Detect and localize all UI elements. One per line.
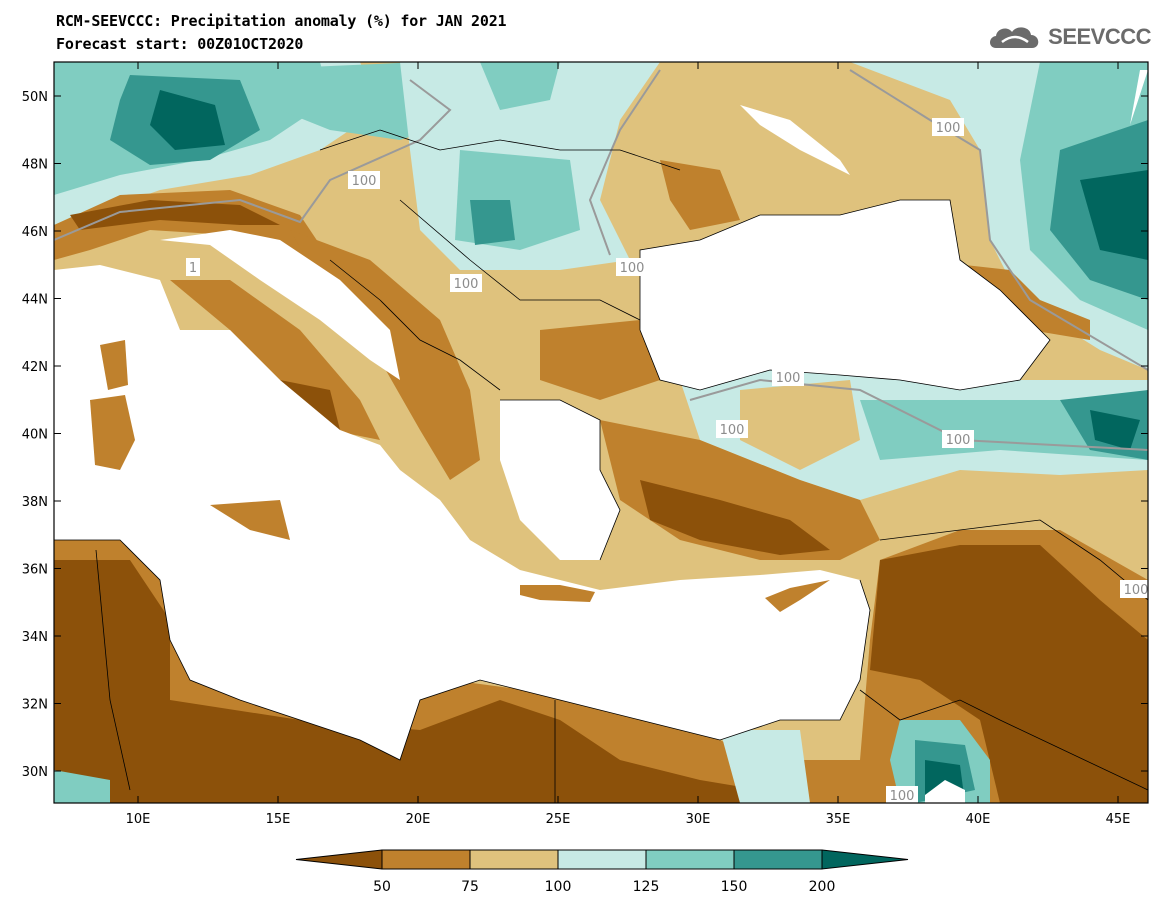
field-alps-dark-brown <box>70 200 280 230</box>
lat-tick-label: 46N <box>22 225 48 240</box>
contour-label: 100 <box>932 118 964 136</box>
colorbar-swatch <box>557 849 647 870</box>
forecast-start-subtitle: Forecast start: 00Z01OCT2020 <box>56 35 304 53</box>
contour-100-lines <box>54 69 1148 451</box>
field-africa-dark-brown <box>54 560 800 803</box>
lat-tick-label: 48N <box>22 158 48 173</box>
mediterranean-sea <box>54 265 870 760</box>
field-bulgaria-brown <box>540 320 660 400</box>
field-ukraine-brown <box>660 160 740 230</box>
svg-text:100: 100 <box>1124 583 1149 598</box>
svg-text:100: 100 <box>776 371 801 386</box>
crete-island <box>520 585 595 602</box>
cloud-logo-icon <box>990 27 1039 48</box>
field-east-core <box>1080 170 1148 260</box>
lat-tick-label: 44N <box>22 293 48 308</box>
lat-tick-label: 34N <box>22 630 48 645</box>
field-poland-mid <box>480 62 560 110</box>
colorbar-label: 125 <box>633 879 660 895</box>
adriatic-sea <box>160 230 400 380</box>
field-anatolia-tan <box>740 380 860 470</box>
latitude-axis: 50N 48N 46N 44N 42N 40N 38N 36N 34N 32N 30N <box>22 90 1148 780</box>
longitude-axis: 10E 15E 20E 25E 30E 35E 40E 45E <box>126 62 1131 827</box>
lat-tick-label: 30N <box>22 765 48 780</box>
contour-label: 100 <box>1120 580 1148 598</box>
field-suez-light <box>720 730 810 803</box>
lat-tick-label: 38N <box>22 495 48 510</box>
field-turkey-south-dark <box>640 480 830 555</box>
field-georgia-core <box>1090 410 1140 450</box>
colorbar-label: 50 <box>373 879 391 895</box>
colorbar-max-triangle <box>821 849 909 870</box>
colorbar-swatch <box>645 849 735 870</box>
contour-label: 1 <box>186 258 200 276</box>
lat-tick-label: 40N <box>22 428 48 443</box>
field-carpathian-dark <box>470 200 515 245</box>
corsica-island <box>100 340 128 390</box>
sardinia-island <box>90 395 135 470</box>
colorbar-label: 100 <box>545 879 572 895</box>
map-title: RCM-SEEVCCC: Precipitation anomaly (%) f… <box>56 12 507 30</box>
svg-text:100: 100 <box>890 789 915 804</box>
svg-text:100: 100 <box>352 174 377 189</box>
colorbar: 50 75 100 125 150 200 <box>295 849 909 895</box>
cyprus-island <box>765 580 830 612</box>
colorbar-label: 75 <box>461 879 479 895</box>
lon-tick-label: 25E <box>546 812 571 827</box>
contour-label: 100 <box>450 274 482 292</box>
lat-tick-label: 32N <box>22 698 48 713</box>
seevccc-logo: SEEVCCC <box>986 22 1151 52</box>
aegean-sea <box>500 400 620 560</box>
svg-text:100: 100 <box>936 121 961 136</box>
lat-tick-label: 36N <box>22 563 48 578</box>
colorbar-swatch <box>469 849 559 870</box>
lon-tick-label: 30E <box>686 812 711 827</box>
lat-tick-label: 42N <box>22 360 48 375</box>
colorbar-label: 150 <box>721 879 748 895</box>
anomaly-field <box>54 62 1148 803</box>
contour-labels: 100 100 100 100 100 100 100 100 100 1 <box>186 118 1148 804</box>
borders <box>54 129 1148 803</box>
lon-tick-label: 20E <box>406 812 431 827</box>
contour-label: 100 <box>716 420 748 438</box>
logo-text: SEEVCCC <box>1048 24 1151 49</box>
svg-text:100: 100 <box>620 261 645 276</box>
colorbar-min-triangle <box>295 849 383 870</box>
contour-label: 100 <box>886 786 918 804</box>
lat-tick-label: 50N <box>22 90 48 105</box>
svg-text:100: 100 <box>946 433 971 448</box>
missing-data-patch <box>740 105 850 175</box>
contour-label: 100 <box>772 368 804 386</box>
lon-tick-label: 35E <box>826 812 851 827</box>
contour-label: 100 <box>616 258 648 276</box>
contour-label: 100 <box>348 171 380 189</box>
svg-text:100: 100 <box>454 277 479 292</box>
colorbar-swatch <box>381 849 471 870</box>
missing-data-patch-3 <box>925 780 965 803</box>
field-arabia-dark-brown <box>870 545 1148 803</box>
plot-frame <box>53 61 1149 804</box>
missing-data-patch-2 <box>1130 70 1148 125</box>
svg-text:100: 100 <box>720 423 745 438</box>
field-sw-teal <box>54 770 110 803</box>
svg-text:1: 1 <box>189 261 197 276</box>
colorbar-label: 200 <box>809 879 836 895</box>
sicily-island <box>210 500 290 540</box>
field-nw-core <box>150 90 225 150</box>
lon-tick-label: 15E <box>266 812 291 827</box>
black-sea <box>640 200 1050 390</box>
lon-tick-label: 45E <box>1106 812 1131 827</box>
lon-tick-label: 10E <box>126 812 151 827</box>
colorbar-swatch <box>733 849 823 870</box>
contour-label: 100 <box>942 430 974 448</box>
lon-tick-label: 40E <box>966 812 991 827</box>
